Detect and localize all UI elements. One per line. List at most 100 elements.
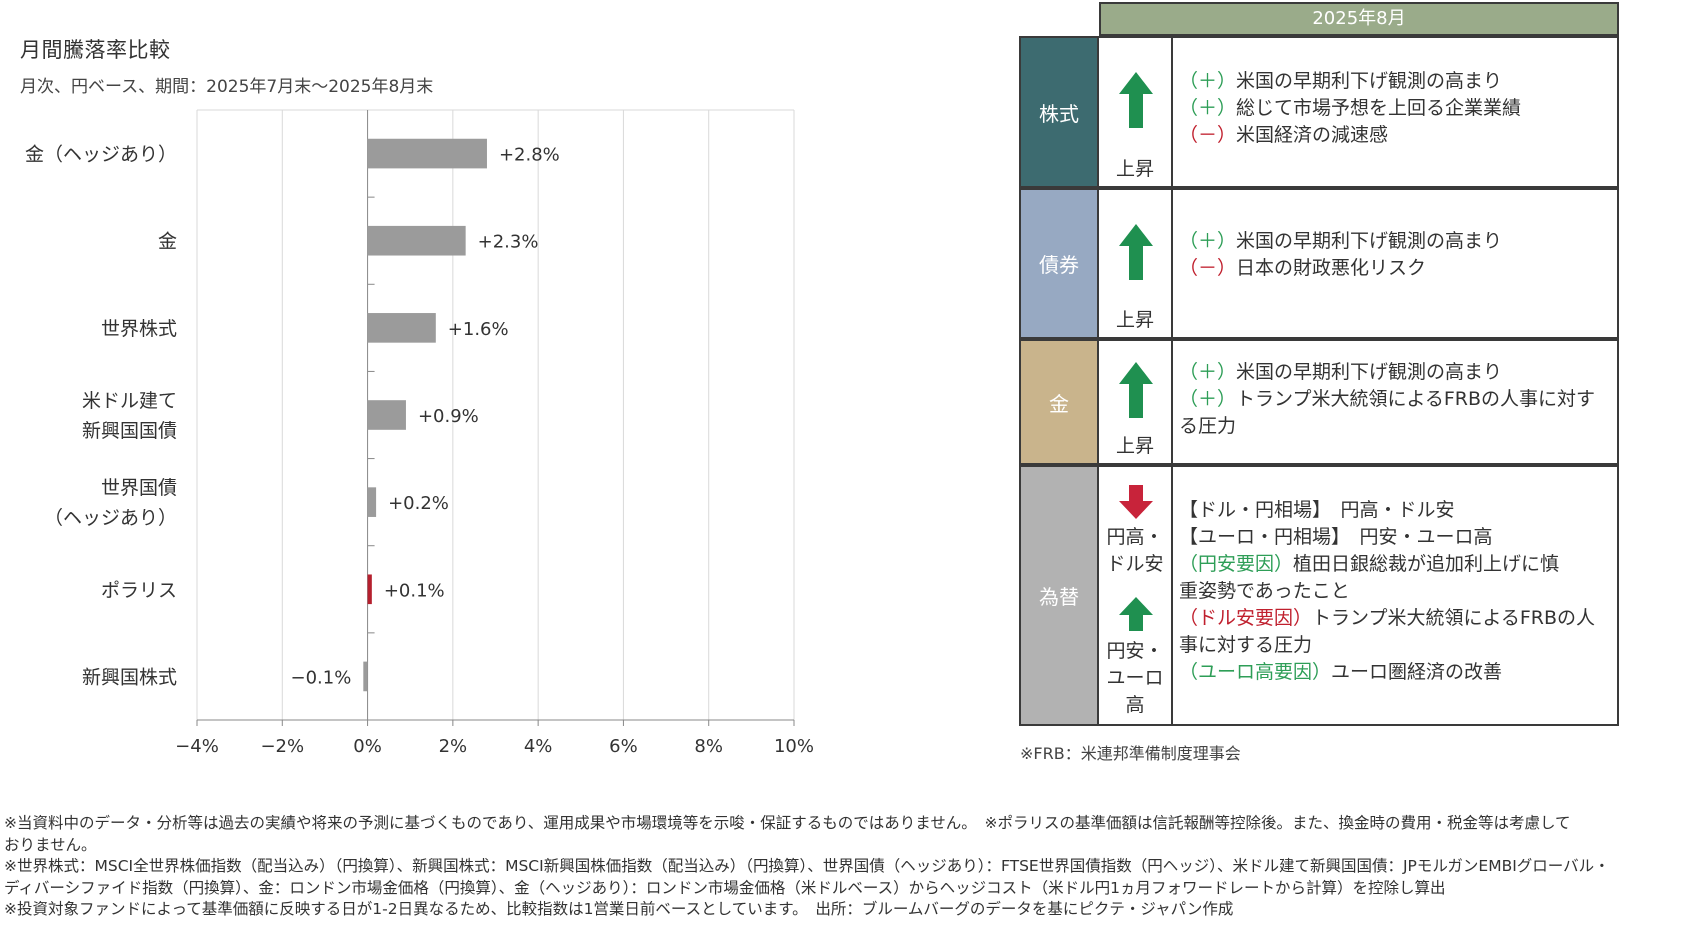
category-label: 金（ヘッジあり） xyxy=(25,144,177,166)
direction-cell: 上昇 xyxy=(1099,190,1173,337)
direction-cell: 上昇 xyxy=(1099,341,1173,463)
category-label: 新興国国債 xyxy=(82,420,177,442)
plus-marker: （＋） xyxy=(1179,230,1237,252)
x-tick-label: 6% xyxy=(609,736,638,757)
reason-line: （＋）総じて市場予想を上回る企業業績 xyxy=(1179,95,1609,122)
minus-marker: （－） xyxy=(1179,124,1237,146)
direction-cell: 円高・ドル安円安・ユーロ高 xyxy=(1099,467,1173,724)
reason-text: ユーロ圏経済の改善 xyxy=(1331,661,1503,683)
minus-marker: （ドル安要因） xyxy=(1179,607,1313,629)
footnote-line: おりません。 xyxy=(4,835,97,854)
direction-label: 高 xyxy=(1125,694,1145,716)
table-row: 債券 上昇 （＋）米国の早期利下げ観測の高まり （－）日本の財政悪化リスク xyxy=(1019,188,1619,339)
bar xyxy=(367,225,466,256)
down-arrow-icon xyxy=(1119,485,1153,523)
chart-title: 月間騰落率比較 xyxy=(20,38,171,62)
plus-marker: （＋） xyxy=(1179,97,1237,119)
direction-label: 上昇 xyxy=(1115,435,1154,457)
x-tick-label: −4% xyxy=(175,736,219,757)
category-cell: 金 xyxy=(1021,341,1099,463)
value-label: +2.8% xyxy=(499,145,560,166)
bar xyxy=(367,400,406,430)
direction-label: 上昇 xyxy=(1115,158,1154,180)
reasons-cell: （＋）米国の早期利下げ観測の高まり （＋）トランプ米大統領によるFRBの人事に対す… xyxy=(1179,359,1609,440)
reason-text: 米国の早期利下げ観測の高まり xyxy=(1236,70,1503,92)
footnote-line: ※当資料中のデータ・分析等は過去の実績や将来の予測に基づくものであり、運用成果や… xyxy=(4,814,1571,832)
reason-line: （－）日本の財政悪化リスク xyxy=(1179,255,1609,282)
value-label: +2.3% xyxy=(478,232,539,253)
value-label: −0.1% xyxy=(290,667,351,688)
reason-text: 植田日銀総裁が追加利上げに慎 xyxy=(1293,553,1560,575)
direction-label: ドル安 xyxy=(1106,553,1164,575)
reason-text: 日本の財政悪化リスク xyxy=(1236,257,1427,279)
reason-text: 【ドル・円相場】 円高・ドル安 xyxy=(1179,499,1455,521)
footnote-line: ディバーシファイド指数（円換算）、金：ロンドン市場金価格（円換算）、金（ヘッジあ… xyxy=(4,878,1446,897)
value-label: +0.1% xyxy=(384,580,445,601)
bar xyxy=(367,138,487,169)
reason-text: 米国の早期利下げ観測の高まり xyxy=(1236,361,1503,383)
footnote-line: ※投資対象ファンドによって基準価額に反映する日が1-2日異なるため、比較指数は1… xyxy=(4,900,1234,918)
bar xyxy=(363,661,368,692)
reason-text: 重姿勢であったこと xyxy=(1179,580,1350,602)
plus-marker: （＋） xyxy=(1179,361,1237,383)
table-header: 2025年8月 xyxy=(1099,2,1619,36)
up-arrow-icon xyxy=(1119,72,1153,132)
category-label: 世界株式 xyxy=(101,318,177,340)
reason-text: 総じて市場予想を上回る企業業績 xyxy=(1236,97,1522,119)
direction-label: ユーロ xyxy=(1106,667,1164,689)
reason-text: トランプ米大統領によるFRBの人 xyxy=(1312,607,1596,629)
x-tick-label: 8% xyxy=(694,736,723,757)
category-label: （ヘッジあり） xyxy=(44,507,177,529)
plus-marker: （円安要因） xyxy=(1179,553,1294,575)
minus-marker: （－） xyxy=(1179,257,1237,279)
direction-label: 円安・ xyxy=(1106,640,1164,662)
reason-line: （＋）米国の早期利下げ観測の高まり xyxy=(1179,228,1609,255)
category-label: ポラリス xyxy=(101,579,177,601)
reasons-cell: （＋）米国の早期利下げ観測の高まり （＋）総じて市場予想を上回る企業業績 （－）米国… xyxy=(1179,68,1609,149)
plus-marker: （＋） xyxy=(1179,70,1237,92)
footnotes: ※当資料中のデータ・分析等は過去の実績や将来の予測に基づくものであり、運用成果や… xyxy=(4,813,1704,921)
reason-line: る圧力 xyxy=(1179,413,1609,440)
table-row: 金上昇 （＋）米国の早期利下げ観測の高まり （＋）トランプ米大統領によるFRBの人事… xyxy=(1019,339,1619,465)
category-label: 世界国債 xyxy=(101,477,177,499)
frb-note: ※FRB：米連邦準備制度理事会 xyxy=(1020,744,1241,763)
value-label: +0.2% xyxy=(388,493,449,514)
reason-line: （＋）トランプ米大統領によるFRBの人事に対す xyxy=(1179,386,1609,413)
x-tick-label: 10% xyxy=(774,736,814,757)
table-row: 為替 円高・ ドル安 円安・ ユーロ高【ドル・円相場】 円高・ドル安 【ユーロ・円相場】 … xyxy=(1019,465,1619,726)
reason-text: 米国の早期利下げ観測の高まり xyxy=(1236,230,1503,252)
direction-label: 円高・ xyxy=(1106,526,1164,548)
reason-text: 事に対する圧力 xyxy=(1179,634,1313,656)
category-label: 新興国株式 xyxy=(82,666,177,688)
reason-line: （ドル安要因）トランプ米大統領によるFRBの人 xyxy=(1179,605,1609,632)
reasons-cell: （＋）米国の早期利下げ観測の高まり （－）日本の財政悪化リスク xyxy=(1179,228,1609,282)
footnote-line: ※世界株式：MSCI全世界株価指数（配当込み）（円換算）、新興国株式：MSCI新… xyxy=(4,857,1610,875)
bar xyxy=(367,487,377,517)
category-cell: 債券 xyxy=(1021,190,1099,337)
chart-subtitle: 月次、円ベース、期間：2025年7月末～2025年8月末 xyxy=(20,77,434,97)
category-cell: 株式 xyxy=(1021,38,1099,186)
reason-line: （円安要因）植田日銀総裁が追加利上げに慎 xyxy=(1179,551,1609,578)
x-tick-label: 0% xyxy=(353,736,382,757)
x-tick-label: −2% xyxy=(260,736,304,757)
category-label: 米ドル建て xyxy=(82,390,177,412)
x-tick-label: 2% xyxy=(439,736,468,757)
category-label: 金 xyxy=(158,231,177,253)
reason-line: 重姿勢であったこと xyxy=(1179,578,1609,605)
reason-text: 【ユーロ・円相場】 円安・ユーロ高 xyxy=(1179,526,1493,548)
plus-marker: （ユーロ高要因） xyxy=(1179,661,1332,683)
value-label: +0.9% xyxy=(418,406,479,427)
reason-line: 【ユーロ・円相場】 円安・ユーロ高 xyxy=(1179,524,1609,551)
reason-line: 【ドル・円相場】 円高・ドル安 xyxy=(1179,497,1609,524)
bar xyxy=(367,574,372,605)
up-arrow-icon xyxy=(1119,223,1153,284)
x-tick-label: 4% xyxy=(524,736,553,757)
reason-line: 事に対する圧力 xyxy=(1179,632,1609,659)
table-row: 株式 上昇 （＋）米国の早期利下げ観測の高まり （＋）総じて市場予想を上回る企業業績（… xyxy=(1019,36,1619,188)
category-cell: 為替 xyxy=(1021,467,1099,724)
up-arrow-icon xyxy=(1119,597,1153,635)
reason-text: 米国経済の減速感 xyxy=(1236,124,1389,146)
reason-text: る圧力 xyxy=(1179,415,1237,437)
bar-chart: −4% −2% 0% 2% 4% 6% 8% 10% +2.8% 金（ヘッジあり） +2.3% 金 +1… xyxy=(25,109,814,757)
reason-line: （ユーロ高要因）ユーロ圏経済の改善 xyxy=(1179,659,1609,686)
